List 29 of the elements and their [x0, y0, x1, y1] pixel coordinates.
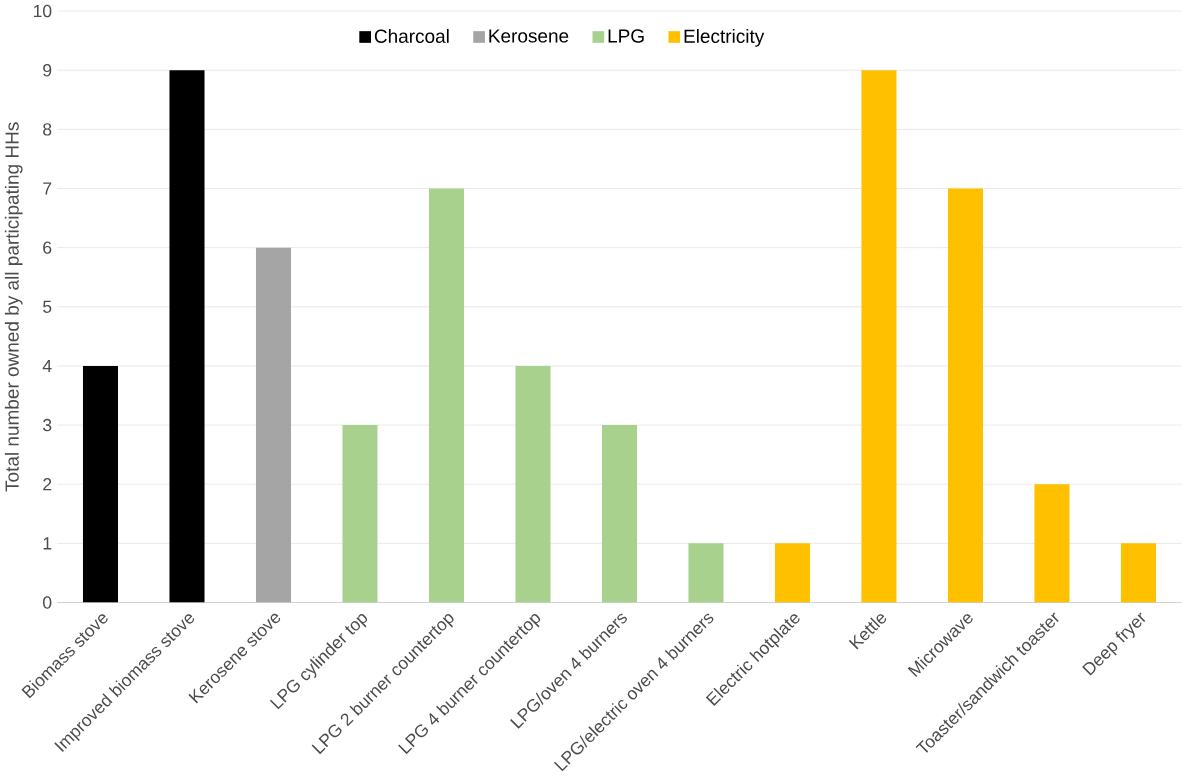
bar — [601, 424, 638, 603]
y-tick-label: 10 — [33, 4, 52, 18]
bar — [1034, 484, 1070, 603]
legend-label: Kerosene — [489, 29, 569, 43]
bar — [82, 365, 119, 603]
y-tick-label: 7 — [43, 182, 52, 195]
y-tick-label: 8 — [43, 122, 52, 136]
bar — [515, 365, 551, 603]
bar — [342, 424, 378, 603]
y-tick-label: 5 — [43, 300, 52, 313]
bar — [255, 247, 292, 603]
legend-label: LPG — [608, 29, 644, 43]
bar — [688, 543, 724, 603]
bar — [774, 543, 811, 603]
y-tick-label: 9 — [43, 63, 52, 77]
bar — [947, 188, 983, 603]
y-tick-label: 4 — [42, 359, 52, 372]
legend-label: Charcoal — [374, 28, 449, 43]
bar — [169, 70, 205, 603]
y-axis-title: Total number owned by all participating HHs — [4, 122, 23, 492]
y-tick-label: 0 — [43, 596, 52, 609]
bar — [861, 70, 897, 603]
y-tick-label: 2 — [43, 477, 52, 491]
y-tick-label: 1 — [43, 537, 52, 550]
bar — [1120, 543, 1156, 603]
y-tick-label: 6 — [43, 241, 52, 254]
legend-label: Electricity — [684, 28, 765, 47]
bar — [428, 188, 465, 603]
y-tick-label: 3 — [43, 418, 52, 432]
